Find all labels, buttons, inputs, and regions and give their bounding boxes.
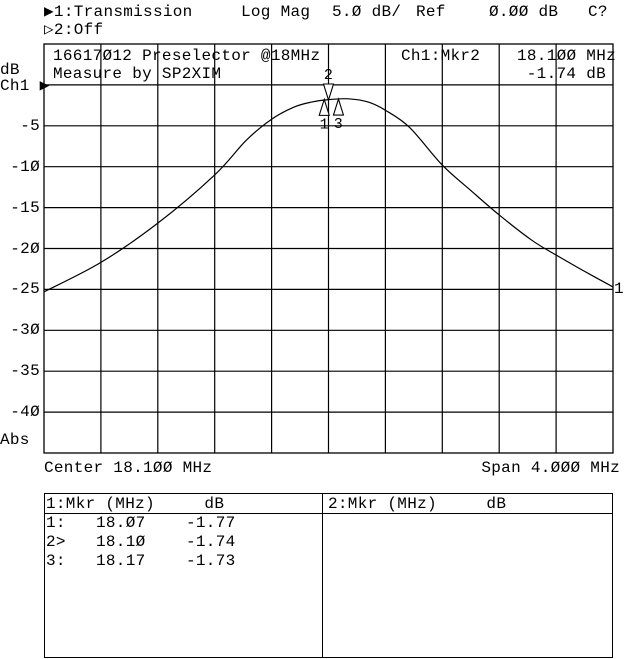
marker-2-label: 2: [324, 67, 333, 84]
span-frequency: Span 4.ØØØ MHz: [481, 459, 620, 477]
channel2-label[interactable]: ▷2:Off: [44, 21, 104, 39]
marker-3-icon: [332, 97, 345, 116]
active-marker-value: -1.74 dB: [526, 65, 606, 83]
ch1-marker-header: 1:Mkr (MHz) dB: [46, 495, 225, 513]
ch2-marker-header: 2:Mkr (MHz) dB: [328, 495, 507, 513]
marker-1-label: 1: [320, 116, 329, 133]
marker-row-value: -1.74: [186, 533, 236, 551]
center-frequency: Center 18.1ØØ MHz: [44, 459, 213, 477]
format-label: Log Mag: [241, 3, 311, 21]
marker-table: [44, 493, 613, 658]
marker-row-value: -1.73: [186, 552, 236, 570]
marker-table-column-divider: [322, 493, 323, 658]
y-tick-label: -3Ø: [10, 321, 40, 340]
active-marker-label: Ch1:Mkr2: [401, 47, 481, 65]
marker-row-id: 3:: [46, 552, 66, 570]
unit-label: dB: [0, 61, 20, 79]
marker-row-value: -1.77: [186, 514, 236, 532]
marker-row-freq: 18.17: [96, 552, 146, 570]
y-tick-label: -2Ø: [10, 239, 40, 258]
y-tick-label: -1Ø: [10, 157, 40, 176]
trace-line: [43, 98, 614, 293]
plot-title-line2: Measure by SP2XIM: [53, 65, 222, 83]
cal-status: C?: [588, 3, 608, 21]
marker-table-header-divider: [44, 513, 613, 514]
marker-row-freq: 18.Ø7: [96, 514, 146, 532]
y-tick-label: -25: [10, 280, 40, 299]
marker-row-id: 2>: [46, 533, 66, 551]
y-tick-label: -4Ø: [10, 403, 40, 422]
marker-row-freq: 18.1Ø: [96, 533, 146, 551]
y-tick-label: -5: [20, 116, 40, 135]
y-tick-label: -15: [10, 198, 40, 217]
active-marker-freq: 18.1ØØ MHz: [516, 47, 616, 65]
marker-2-icon: [322, 83, 335, 102]
plot-title-line1: 16617Ø12 Preselector @18MHz: [53, 47, 321, 65]
abs-label: Abs: [0, 431, 30, 449]
marker-1-icon: [318, 97, 330, 116]
marker-row-id: 1:: [46, 514, 66, 532]
channel1-label[interactable]: ▶1:Transmission: [44, 3, 193, 21]
trace-label: 1: [614, 280, 624, 298]
y-tick-label: -35: [10, 362, 40, 381]
marker-3-label: 3: [334, 116, 343, 133]
ref-value: Ø.ØØ dB: [489, 3, 559, 21]
ref-label: Ref: [416, 3, 446, 21]
scale-label: 5.Ø dB/: [332, 3, 402, 21]
